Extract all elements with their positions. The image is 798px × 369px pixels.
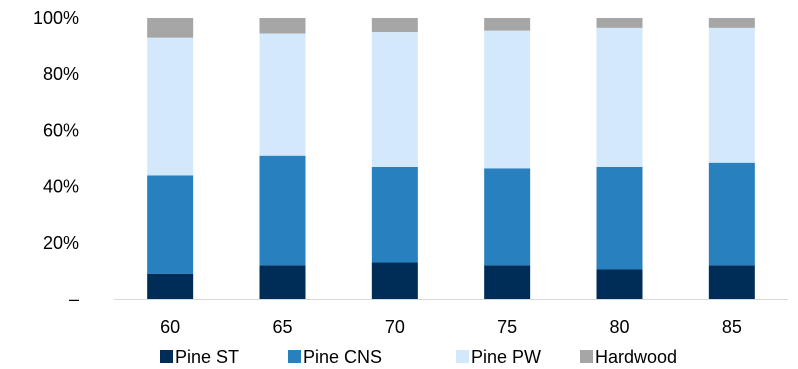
bar-segment-hardwood — [259, 18, 306, 34]
x-tick-label: 60 — [160, 317, 180, 337]
bar-segment-pine-pw — [596, 27, 643, 167]
bar-segment-pine-st — [484, 265, 531, 299]
bar-segment-pine-st — [371, 262, 418, 299]
legend-label: Pine PW — [471, 347, 541, 367]
legend-item: Pine CNS — [288, 347, 382, 367]
y-tick-label: 100% — [33, 8, 79, 28]
bar-segment-hardwood — [708, 18, 755, 28]
bar-segment-pine-st — [147, 273, 194, 299]
x-tick-label: 85 — [722, 317, 742, 337]
bar-segment-hardwood — [147, 18, 194, 38]
y-tick-label: 40% — [43, 177, 79, 197]
legend-swatch — [456, 350, 469, 363]
x-tick-label: 70 — [385, 317, 405, 337]
x-tick-label: 75 — [497, 317, 517, 337]
bar-segment-pine-cns — [484, 168, 531, 266]
y-tick-label: – — [69, 289, 79, 309]
legend-swatch — [580, 350, 593, 363]
bar-segment-pine-cns — [259, 155, 306, 266]
bar-segment-hardwood — [596, 18, 643, 28]
bar-column-60 — [147, 18, 194, 299]
bar-segment-pine-pw — [259, 33, 306, 156]
legend-label: Pine ST — [175, 347, 239, 367]
legend-label: Hardwood — [595, 347, 677, 367]
legend: Pine ST Pine CNS Pine PW Hardwood — [160, 347, 677, 367]
bars-group — [147, 18, 755, 299]
bar-segment-pine-cns — [371, 166, 418, 263]
legend-item: Hardwood — [580, 347, 677, 367]
bar-segment-pine-pw — [484, 30, 531, 169]
bar-column-70 — [371, 18, 418, 299]
y-tick-label: 80% — [43, 64, 79, 84]
bar-segment-pine-pw — [708, 27, 755, 163]
bar-column-85 — [708, 18, 755, 299]
bar-segment-pine-st — [708, 265, 755, 299]
x-axis-ticks: 60 65 70 75 80 85 — [160, 317, 742, 337]
bar-segment-hardwood — [371, 18, 418, 33]
y-axis-ticks: – 20% 40% 60% 80% 100% — [33, 8, 79, 309]
bar-column-65 — [259, 18, 306, 299]
bar-segment-pine-st — [259, 265, 306, 299]
legend-item: Pine ST — [160, 347, 239, 367]
bar-segment-pine-cns — [596, 166, 643, 270]
bar-column-80 — [596, 18, 643, 299]
bar-segment-pine-cns — [147, 175, 194, 274]
bar-segment-pine-pw — [147, 37, 194, 176]
bar-segment-pine-pw — [371, 32, 418, 167]
bar-segment-pine-cns — [708, 162, 755, 266]
legend-swatch — [160, 350, 173, 363]
legend-swatch — [288, 350, 301, 363]
legend-label: Pine CNS — [303, 347, 382, 367]
x-tick-label: 65 — [272, 317, 292, 337]
bar-column-75 — [484, 18, 531, 299]
y-tick-label: 20% — [43, 233, 79, 253]
x-tick-label: 80 — [609, 317, 629, 337]
legend-item: Pine PW — [456, 347, 541, 367]
y-tick-label: 60% — [43, 120, 79, 140]
bar-segment-hardwood — [484, 18, 531, 31]
bar-segment-pine-st — [596, 269, 643, 299]
